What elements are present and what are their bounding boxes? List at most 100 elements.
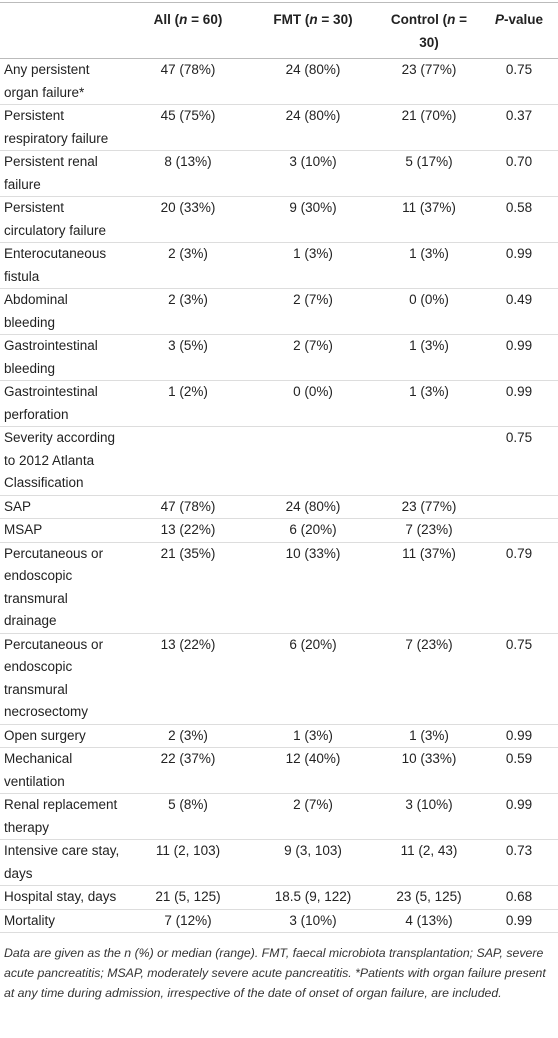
cell: 13 (22%) [128,633,248,725]
row-label: Percutaneous or endoscopic transmural ne… [0,633,128,725]
cell: 11 (2, 103) [128,839,248,886]
cell: 23 (77%) [378,58,480,105]
cell: 11 (37%) [378,196,480,243]
cell: 13 (22%) [128,518,248,543]
header-text: FMT ( [273,12,310,27]
cell: 0.99 [480,793,558,840]
cell: 23 (5, 125) [378,885,480,910]
cell: 2 (3%) [128,242,248,289]
table-row: Abdominal bleeding 2 (3%) 2 (7%) 0 (0%) 0.49 [0,288,558,335]
cell: 23 (77%) [378,495,480,519]
table-row: Mechanical ventilation 22 (37%) 12 (40%) 10… [0,747,558,794]
cell: 0.73 [480,839,558,886]
cell: 5 (17%) [378,150,480,197]
cell: 0.99 [480,380,558,427]
cell: 24 (80%) [248,104,378,151]
cell: 24 (80%) [248,58,378,105]
cell: 0.75 [480,426,558,496]
header-row: All (n = 60) FMT (n = 30) Control (n = 30)… [0,2,558,59]
cell: 0 (0%) [378,288,480,335]
cell: 11 (37%) [378,542,480,634]
cell: 47 (78%) [128,495,248,519]
cell: 1 (3%) [248,242,378,289]
cell: 11 (2, 43) [378,839,480,886]
data-table: All (n = 60) FMT (n = 30) Control (n = 30)… [0,2,558,933]
cell [248,426,378,496]
cell: 6 (20%) [248,633,378,725]
header-cell: FMT (n = 30) [248,2,378,59]
cell: 12 (40%) [248,747,378,794]
cell: 0.99 [480,909,558,933]
cell [128,426,248,496]
footnote: Data are given as the n (%) or median (r… [4,946,546,1000]
cell: 6 (20%) [248,518,378,543]
cell: 47 (78%) [128,58,248,105]
table-row: Hospital stay, days 21 (5, 125) 18.5 (9, 1… [0,885,558,910]
cell: 1 (3%) [378,380,480,427]
table-row: Enterocutaneous fistula 2 (3%) 1 (3%) 1 (3%… [0,242,558,289]
row-label: Hospital stay, days [0,885,128,910]
header-cell: Control (n = 30) [378,2,480,59]
cell: 24 (80%) [248,495,378,519]
table-row: Severity according to 2012 Atlanta Class… [0,426,558,496]
table-row: MSAP 13 (22%) 6 (20%) 7 (23%) [0,518,558,543]
row-label: Persistent respiratory failure [0,104,128,151]
row-label: Persistent renal failure [0,150,128,197]
cell: 0.58 [480,196,558,243]
cell: 0.49 [480,288,558,335]
cell [480,495,558,519]
cell: 2 (3%) [128,288,248,335]
cell: 3 (5%) [128,334,248,381]
header-text: All ( [153,12,180,27]
table-row: Persistent respiratory failure 45 (75%) 24… [0,104,558,151]
header-text: P [494,12,504,27]
table-row: Open surgery 2 (3%) 1 (3%) 1 (3%) 0.99 [0,724,558,748]
header-text: -value [503,12,544,27]
header-text: n [309,12,318,27]
table-row: Persistent renal failure 8 (13%) 3 (10%) 5 … [0,150,558,197]
table-row: Percutaneous or endoscopic transmural dr… [0,542,558,634]
row-label: Abdominal bleeding [0,288,128,335]
cell: 2 (3%) [128,724,248,748]
cell: 9 (3, 103) [248,839,378,886]
cell: 1 (3%) [248,724,378,748]
row-label: Mechanical ventilation [0,747,128,794]
row-label: Renal replacement therapy [0,793,128,840]
cell: 2 (7%) [248,288,378,335]
cell: 5 (8%) [128,793,248,840]
table-row: Intensive care stay, days 11 (2, 103) 9 (3… [0,839,558,886]
table-row: Any persistent organ failure* 47 (78%) 24 … [0,58,558,105]
row-label: SAP [0,495,128,519]
header-cell: All (n = 60) [128,2,248,59]
cell: 1 (2%) [128,380,248,427]
cell: 7 (23%) [378,518,480,543]
header-text: Control ( [390,12,448,27]
cell: 3 (10%) [378,793,480,840]
row-label: Mortality [0,909,128,933]
cell: 0 (0%) [248,380,378,427]
cell: 0.75 [480,633,558,725]
cell: 7 (23%) [378,633,480,725]
cell: 8 (13%) [128,150,248,197]
table-row: Mortality 7 (12%) 3 (10%) 4 (13%) 0.99 [0,909,558,933]
cell: 18.5 (9, 122) [248,885,378,910]
header-cell: P-value [480,2,558,59]
row-label: Severity according to 2012 Atlanta Class… [0,426,128,496]
header-text: = 30) [317,12,353,27]
cell: 4 (13%) [378,909,480,933]
row-label: Intensive care stay, days [0,839,128,886]
cell [378,426,480,496]
cell: 0.59 [480,747,558,794]
header-text: n [179,12,188,27]
row-label: MSAP [0,518,128,543]
cell: 0.37 [480,104,558,151]
cell: 0.99 [480,334,558,381]
cell: 3 (10%) [248,150,378,197]
table-row: Renal replacement therapy 5 (8%) 2 (7%) 3 (… [0,793,558,840]
cell: 21 (70%) [378,104,480,151]
table-row: Gastrointestinal bleeding 3 (5%) 2 (7%) 1 (… [0,334,558,381]
row-label: Any persistent organ failure* [0,58,128,105]
cell: 21 (5, 125) [128,885,248,910]
cell: 0.99 [480,724,558,748]
cell: 1 (3%) [378,334,480,381]
